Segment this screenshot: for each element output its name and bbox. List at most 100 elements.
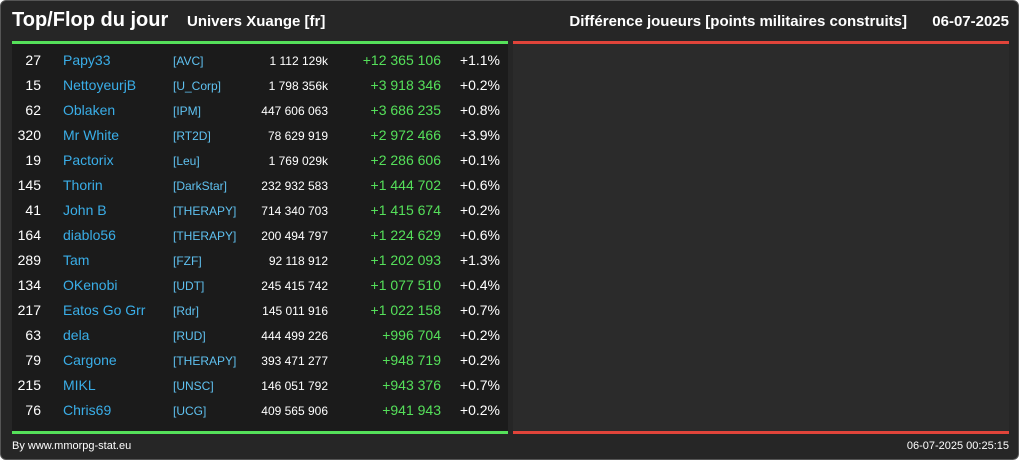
alliance-tag-link[interactable]: [DarkStar]	[173, 179, 228, 193]
alliance-tag-link[interactable]: [UNSC]	[173, 379, 214, 393]
percent-change: +0.1%	[459, 152, 500, 168]
player-name-link[interactable]: Thorin	[63, 177, 103, 193]
header: Top/Flop du jour Univers Xuange [fr] Dif…	[1, 1, 1018, 41]
top-players-panel: 27 Papy33 [AVC] 1 112 129k +12 365 106 +1.1% 1…	[12, 44, 508, 431]
points-difference: +2 286 606	[370, 152, 441, 168]
player-name-link[interactable]: Chris69	[63, 402, 112, 418]
alliance-tag-link[interactable]: [RT2D]	[173, 129, 211, 143]
player-name-link[interactable]: Mr White	[63, 127, 119, 143]
alliance-tag-link[interactable]: [AVC]	[173, 54, 204, 68]
alliance-tag-link[interactable]: [Rdr]	[173, 304, 200, 318]
player-points: 232 932 583	[261, 179, 328, 193]
player-row: 134 OKenobi [UDT] 245 415 742 +1 077 510 +0.4…	[12, 273, 508, 298]
player-rank: 62	[25, 102, 41, 118]
player-name-link[interactable]: MIKL	[63, 377, 96, 393]
points-difference: +1 224 629	[370, 227, 441, 243]
points-difference: +941 943	[382, 402, 441, 418]
player-row: 320 Mr White [RT2D] 78 629 919 +2 972 466 +3.…	[12, 123, 508, 148]
player-row: 15 NettoyeurjB [U_Corp] 1 798 356k +3 918 34…	[12, 73, 508, 98]
flop-panel-red-bar	[513, 41, 1009, 44]
alliance-tag-link[interactable]: [IPM]	[173, 104, 202, 118]
player-row: 63 dela [RUD] 444 499 226 +996 704 +0.2%	[12, 323, 508, 348]
player-name-link[interactable]: Tam	[63, 252, 90, 268]
player-name-link[interactable]: Pactorix	[63, 152, 114, 168]
alliance-tag-link[interactable]: [FZF]	[173, 254, 202, 268]
player-rank: 320	[17, 127, 41, 143]
player-name-link[interactable]: Cargone	[63, 352, 117, 368]
player-points: 1 798 356k	[268, 79, 328, 93]
player-row: 27 Papy33 [AVC] 1 112 129k +12 365 106 +1.1%	[12, 48, 508, 73]
flop-players-panel	[513, 44, 1009, 431]
points-difference: +2 972 466	[370, 127, 441, 143]
player-row: 217 Eatos Go Grr [Rdr] 145 011 916 +1 022 15…	[12, 298, 508, 323]
alliance-tag-link[interactable]: [Leu]	[173, 154, 200, 168]
percent-change: +0.2%	[459, 402, 500, 418]
percent-change: +0.7%	[459, 377, 500, 393]
percent-change: +1.3%	[459, 252, 500, 268]
player-points: 444 499 226	[261, 329, 328, 343]
alliance-tag-link[interactable]: [RUD]	[173, 329, 206, 343]
player-row: 41 John B [THERAPY] 714 340 703 +1 415 674 +0…	[12, 198, 508, 223]
player-points: 245 415 742	[261, 279, 328, 293]
points-difference: +3 918 346	[370, 77, 441, 93]
player-rank: 63	[25, 327, 41, 343]
points-difference: +1 202 093	[370, 252, 441, 268]
player-row: 19 Pactorix [Leu] 1 769 029k +2 286 606 +0.1%	[12, 148, 508, 173]
points-difference: +1 444 702	[370, 177, 441, 193]
player-rank: 15	[25, 77, 41, 93]
player-rank: 215	[17, 377, 41, 393]
player-name-link[interactable]: NettoyeurjB	[63, 77, 137, 93]
top-panel-green-bar-bottom	[12, 431, 508, 434]
player-row: 145 Thorin [DarkStar] 232 932 583 +1 444 702…	[12, 173, 508, 198]
player-name-link[interactable]: OKenobi	[63, 277, 118, 293]
points-difference: +948 719	[382, 352, 441, 368]
points-difference: +3 686 235	[370, 102, 441, 118]
player-row: 164 diablo56 [THERAPY] 200 494 797 +1 224 62…	[12, 223, 508, 248]
page-title: Top/Flop du jour	[12, 9, 169, 31]
player-name-link[interactable]: John B	[63, 202, 107, 218]
player-rank: 217	[17, 302, 41, 318]
player-name-link[interactable]: dela	[63, 327, 90, 343]
percent-change: +0.2%	[459, 352, 500, 368]
player-rank: 134	[17, 277, 41, 293]
player-row: 289 Tam [FZF] 92 118 912 +1 202 093 +1.3%	[12, 248, 508, 273]
points-difference: +996 704	[382, 327, 441, 343]
percent-change: +0.2%	[459, 327, 500, 343]
percent-change: +3.9%	[459, 127, 500, 143]
player-points: 146 051 792	[261, 379, 328, 393]
percent-change: +0.6%	[459, 177, 500, 193]
points-difference: +1 415 674	[370, 202, 441, 218]
player-name-link[interactable]: Eatos Go Grr	[63, 302, 146, 318]
player-row: 62 Oblaken [IPM] 447 606 063 +3 686 235 +0.8%	[12, 98, 508, 123]
player-rank: 145	[17, 177, 41, 193]
percent-change: +0.2%	[459, 77, 500, 93]
alliance-tag-link[interactable]: [UCG]	[173, 404, 207, 418]
flop-panel-red-bar-bottom	[513, 431, 1009, 434]
player-name-link[interactable]: Papy33	[63, 52, 111, 68]
player-name-link[interactable]: diablo56	[63, 227, 116, 243]
player-points: 78 629 919	[267, 129, 328, 143]
alliance-tag-link[interactable]: [THERAPY]	[173, 229, 237, 243]
player-points: 1 112 129k	[269, 54, 329, 68]
percent-change: +0.6%	[459, 227, 500, 243]
player-row: 76 Chris69 [UCG] 409 565 906 +941 943 +0.2%	[12, 398, 508, 423]
player-points: 447 606 063	[261, 104, 328, 118]
player-points: 714 340 703	[261, 204, 328, 218]
generated-timestamp: 06-07-2025 00:25:15	[906, 440, 1009, 452]
player-points: 393 471 277	[261, 354, 328, 368]
header-date: 06-07-2025	[932, 13, 1009, 30]
player-points: 200 494 797	[261, 229, 328, 243]
alliance-tag-link[interactable]: [UDT]	[173, 279, 205, 293]
percent-change: +0.2%	[459, 202, 500, 218]
ranking-subtitle: Différence joueurs [points militaires co…	[569, 13, 907, 30]
player-row: 215 MIKL [UNSC] 146 051 792 +943 376 +0.7%	[12, 373, 508, 398]
player-name-link[interactable]: Oblaken	[63, 102, 116, 118]
player-rank: 164	[17, 227, 41, 243]
alliance-tag-link[interactable]: [THERAPY]	[173, 204, 237, 218]
percent-change: +1.1%	[459, 52, 500, 68]
alliance-tag-link[interactable]: [THERAPY]	[173, 354, 237, 368]
player-points: 409 565 906	[261, 404, 328, 418]
points-difference: +1 022 158	[370, 302, 441, 318]
percent-change: +0.4%	[459, 277, 500, 293]
alliance-tag-link[interactable]: [U_Corp]	[173, 79, 222, 93]
